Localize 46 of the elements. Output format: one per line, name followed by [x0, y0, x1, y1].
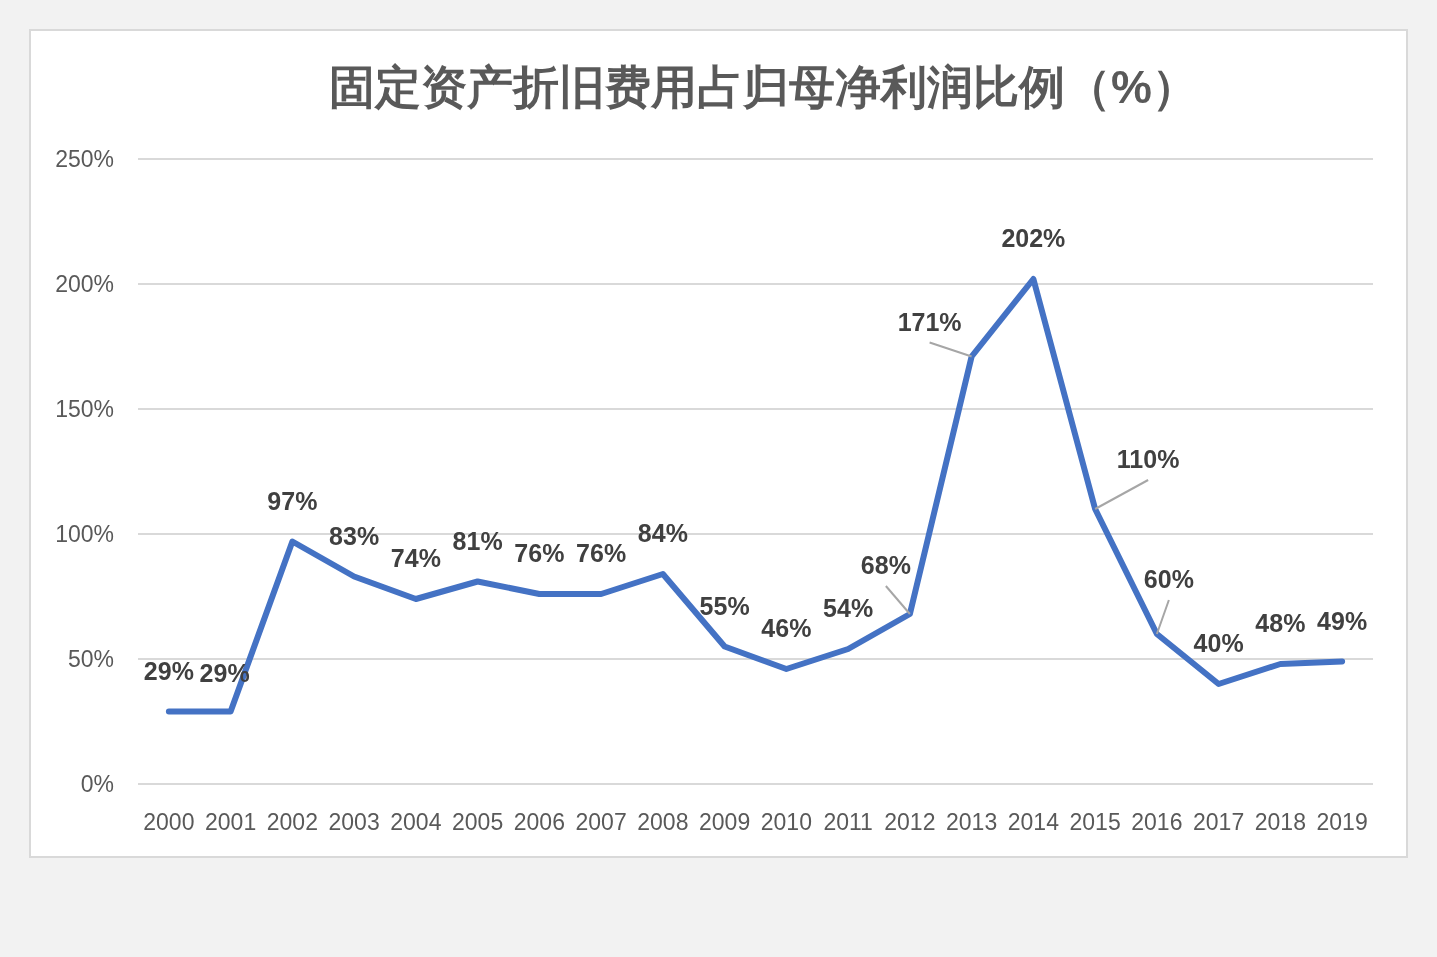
y-tick-label: 0%	[80, 771, 114, 797]
data-label: 97%	[267, 486, 318, 515]
data-label: 76%	[576, 539, 627, 567]
y-tick-label: 150%	[55, 396, 114, 422]
x-tick-label: 2005	[452, 809, 504, 835]
x-tick-label: 2007	[575, 809, 627, 835]
data-label: 171%	[897, 307, 962, 336]
x-tick-label: 2010	[760, 809, 812, 835]
y-tick-label: 250%	[55, 146, 114, 172]
x-tick-label: 2019	[1316, 809, 1368, 835]
data-label: 48%	[1255, 609, 1306, 637]
data-label: 83%	[329, 521, 380, 550]
data-label: 202%	[1001, 224, 1066, 252]
x-tick-label: 2015	[1069, 809, 1121, 835]
data-label: 29%	[143, 656, 194, 685]
data-label: 54%	[823, 594, 874, 622]
x-tick-label: 2013	[946, 809, 998, 835]
x-tick-label: 2000	[143, 809, 195, 835]
chart-title: 固定资产折旧费用占归母净利润比例（%）	[329, 61, 1198, 113]
x-tick-label: 2014	[1007, 809, 1060, 835]
y-tick-label: 100%	[55, 521, 114, 547]
data-label: 40%	[1193, 629, 1244, 657]
x-tick-label: 2002	[266, 809, 318, 835]
x-tick-label: 2004	[390, 809, 442, 835]
x-tick-label: 2009	[699, 809, 751, 835]
x-tick-label: 2001	[205, 809, 257, 835]
data-label: 60%	[1143, 565, 1194, 593]
y-tick-label: 200%	[55, 271, 114, 297]
y-tick-label: 50%	[67, 646, 114, 672]
x-tick-label: 2017	[1193, 809, 1245, 835]
data-label: 81%	[452, 526, 503, 555]
x-tick-label: 2016	[1131, 809, 1183, 835]
x-tick-label: 2012	[884, 809, 936, 835]
x-tick-label: 2003	[328, 809, 380, 835]
data-label: 55%	[699, 591, 750, 620]
data-label: 84%	[637, 519, 688, 547]
data-label: 76%	[514, 539, 565, 567]
data-label: 46%	[761, 614, 812, 642]
x-tick-label: 2006	[513, 809, 565, 835]
data-label: 68%	[860, 551, 911, 579]
data-label: 110%	[1116, 445, 1180, 473]
data-label: 74%	[390, 544, 441, 572]
x-tick-label: 2008	[637, 809, 689, 835]
x-tick-label: 2018	[1254, 809, 1306, 835]
data-label: 49%	[1317, 606, 1368, 635]
x-tick-label: 2011	[823, 809, 873, 835]
